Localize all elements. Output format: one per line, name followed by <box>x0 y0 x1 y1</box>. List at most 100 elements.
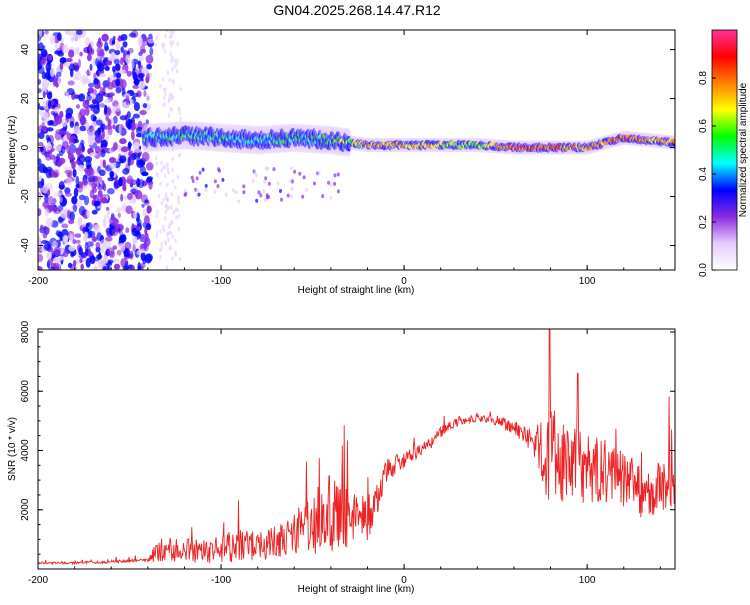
noise-mark <box>130 122 139 130</box>
noise-mark <box>127 253 133 258</box>
bottom-x-ticks: -200 -100 0 100 <box>28 329 661 586</box>
noise-mark <box>69 233 74 243</box>
noise-mark <box>104 104 108 115</box>
noise-mark <box>82 226 89 232</box>
noise-mark <box>38 131 45 140</box>
noise-mark <box>167 113 171 118</box>
noise-mark <box>105 60 111 66</box>
noise-mark <box>61 223 69 229</box>
noise-mark <box>164 241 168 246</box>
noise-mark <box>106 82 114 90</box>
noise-mark <box>154 42 157 47</box>
noise-mark <box>122 265 130 270</box>
noise-mark <box>173 58 177 63</box>
noise-mark <box>144 253 153 264</box>
noise-mark <box>117 212 121 218</box>
noise-mark <box>163 216 167 221</box>
noise-mark <box>94 134 102 144</box>
noise-mark <box>140 48 147 54</box>
snr-layer <box>38 329 675 566</box>
noise-mark <box>118 124 122 135</box>
noise-mark <box>130 188 137 194</box>
noise-mark <box>57 205 64 212</box>
noise-mark <box>38 181 44 189</box>
noise-mark <box>160 160 163 165</box>
noise-mark <box>80 116 85 126</box>
noise-mark <box>272 167 276 172</box>
noise-mark <box>72 238 77 245</box>
noise-mark <box>84 36 90 46</box>
noise-mark <box>45 169 52 179</box>
noise-mark <box>289 166 293 171</box>
noise-mark <box>169 40 172 45</box>
top-y-axis-label: Frequency (Hz) <box>7 116 18 185</box>
noise-mark <box>79 125 87 132</box>
noise-mark <box>237 199 241 204</box>
noise-mark <box>68 152 74 161</box>
noise-mark <box>267 181 271 186</box>
noise-mark <box>276 181 280 186</box>
noise-mark <box>160 242 163 247</box>
noise-mark <box>113 263 121 270</box>
noise-mark <box>145 162 154 171</box>
noise-mark <box>57 77 61 86</box>
noise-mark <box>130 59 135 69</box>
colorbar-tick-label: 0.0 <box>698 263 709 277</box>
x-tick-label: 0 <box>401 276 407 287</box>
noise-mark <box>66 144 71 154</box>
noise-mark <box>146 63 152 70</box>
noise-mark <box>62 238 68 247</box>
noise-mark <box>68 245 76 252</box>
noise-mark <box>100 239 107 247</box>
noise-mark <box>54 144 63 152</box>
noise-mark <box>58 184 66 190</box>
noise-mark <box>66 177 73 186</box>
noise-mark <box>118 230 124 236</box>
noise-mark <box>62 131 70 136</box>
colorbar-tick-label: 0.8 <box>698 71 709 85</box>
noise-mark <box>166 197 169 202</box>
noise-mark <box>38 88 42 94</box>
noise-mark <box>55 230 62 237</box>
noise-mark <box>54 43 59 49</box>
noise-mark <box>117 144 122 152</box>
noise-mark <box>65 91 70 97</box>
noise-mark <box>38 141 44 147</box>
noise-mark <box>88 104 97 109</box>
noise-mark <box>147 38 155 44</box>
noise-mark <box>78 194 86 201</box>
noise-mark <box>41 239 48 244</box>
noise-mark <box>38 208 42 217</box>
noise-mark <box>39 224 44 231</box>
noise-mark <box>216 184 220 189</box>
noise-mark <box>174 252 178 257</box>
noise-mark <box>86 91 91 97</box>
noise-mark <box>132 211 138 220</box>
noise-mark <box>78 146 83 157</box>
noise-mark <box>140 248 145 254</box>
noise-mark <box>48 266 56 270</box>
noise-mark <box>178 111 182 116</box>
noise-mark <box>213 189 217 194</box>
noise-mark <box>146 205 151 214</box>
noise-mark <box>313 181 316 186</box>
figure-title: GN04.2025.268.14.47.R12 <box>273 2 441 18</box>
noise-mark <box>159 254 162 260</box>
noise-mark <box>107 188 115 195</box>
noise-mark <box>184 192 188 196</box>
noise-mark <box>83 78 91 84</box>
colorbar-tick-label: 0.6 <box>698 119 709 133</box>
noise-mark <box>86 54 92 62</box>
noise-mark <box>74 47 80 55</box>
noise-mark <box>259 193 263 198</box>
noise-mark <box>164 33 167 38</box>
noise-mark <box>119 243 126 252</box>
noise-mark <box>61 118 68 127</box>
noise-mark <box>164 204 167 209</box>
noise-mark <box>68 219 75 225</box>
noise-mark <box>47 258 54 265</box>
noise-mark <box>106 210 110 216</box>
noise-mark <box>111 228 119 237</box>
noise-mark <box>48 100 52 110</box>
noise-mark <box>139 110 147 116</box>
